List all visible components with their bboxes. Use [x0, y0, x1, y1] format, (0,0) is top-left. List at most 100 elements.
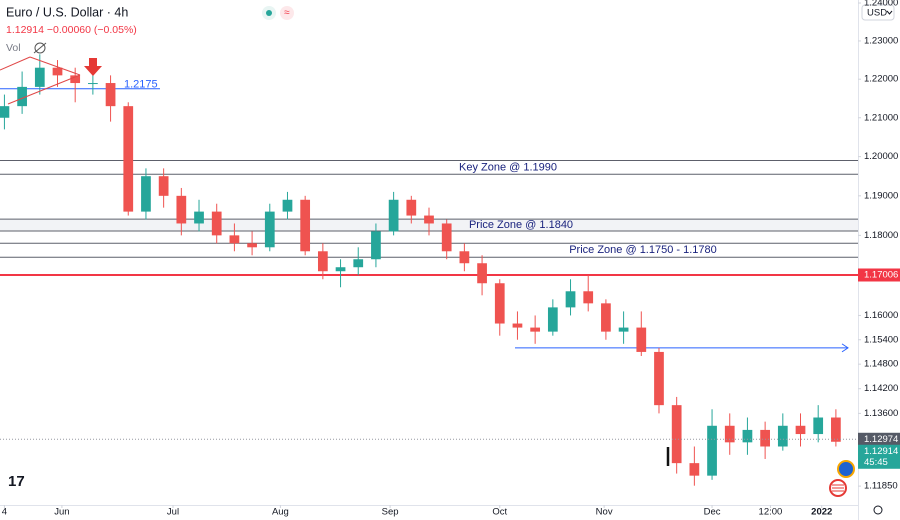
- x-tick-label: 12:00: [759, 507, 783, 518]
- replay-icon: [280, 6, 294, 20]
- candle-body: [654, 351, 664, 406]
- candle-body: [211, 211, 222, 236]
- candle-body: [724, 425, 735, 443]
- candle-body: [441, 223, 452, 252]
- candle-body: [406, 199, 417, 216]
- candle-body: [0, 106, 10, 118]
- candle-body: [813, 417, 824, 435]
- candle-body: [282, 199, 293, 212]
- candle-body: [70, 75, 81, 84]
- candle-body: [105, 83, 116, 107]
- candle-body: [760, 429, 770, 447]
- x-tick-label: Jun: [54, 507, 69, 518]
- candle-body: [795, 425, 806, 435]
- x-tick-label: 4: [2, 507, 7, 518]
- candle-body: [371, 231, 381, 260]
- candle-body: [777, 425, 788, 447]
- candle-body: [123, 106, 134, 212]
- candle-body: [494, 283, 505, 324]
- x-tick-label: Sep: [382, 507, 399, 518]
- x-tick-label: Jul: [167, 507, 179, 518]
- candle-body: [88, 83, 98, 85]
- zone-label: Price Zone @ 1.1840: [469, 219, 573, 231]
- flag-stripes: [832, 484, 844, 492]
- candle-body: [388, 199, 399, 232]
- plot-area: Key Zone @ 1.1990 Price Zone @ 1.1840 Pric…: [0, 54, 858, 486]
- currency-selector[interactable]: [861, 4, 895, 21]
- level-label: 1.2175: [124, 79, 158, 91]
- candle-body: [671, 405, 682, 464]
- y-tick-label: 1.18000: [864, 230, 898, 241]
- y-tick-label: 1.15400: [864, 334, 898, 345]
- y-tick-label: 1.11850: [864, 481, 898, 492]
- zone-label: Key Zone @ 1.1990: [459, 161, 557, 173]
- candle-body: [158, 176, 169, 196]
- event-icon[interactable]: [837, 460, 855, 478]
- candle-body: [353, 259, 364, 268]
- y-tick-label: 1.20000: [864, 151, 898, 162]
- y-tick-label: 1.14200: [864, 383, 898, 394]
- x-tick-label: Aug: [272, 507, 289, 518]
- countdown: 45:45: [864, 457, 888, 468]
- candle-body: [742, 429, 753, 443]
- y-tick-label: 1.14800: [864, 359, 898, 370]
- candle-body: [459, 251, 470, 264]
- hide-icon[interactable]: [33, 42, 47, 54]
- candle-body: [194, 211, 204, 224]
- volume-label: Vol: [6, 42, 21, 54]
- price-label-bg: [858, 268, 900, 282]
- price-change: 1.12914 −0.00060 (−0.05%): [6, 24, 137, 36]
- candle-body: [601, 303, 611, 332]
- candle-body: [141, 176, 151, 212]
- price-label: 1.17006: [864, 270, 898, 281]
- y-tick-label: 1.21000: [864, 112, 898, 123]
- candle-body: [477, 263, 487, 284]
- candle-body: [300, 199, 311, 252]
- chart-title: Euro / U.S. Dollar · 4h: [6, 5, 128, 19]
- candle-body: [530, 327, 541, 332]
- candle-body: [707, 425, 717, 476]
- settings-icon[interactable]: [873, 505, 883, 515]
- y-tick-label: 1.24000: [864, 0, 898, 9]
- price-label-bg: [858, 444, 900, 469]
- candle-body: [512, 323, 523, 328]
- currency-label: USD: [867, 8, 887, 19]
- zone-label: Price Zone @ 1.1750 - 1.1780: [569, 244, 717, 256]
- dropdown-caret: [886, 10, 893, 15]
- candle-body: [229, 235, 240, 244]
- x-tick-label: Oct: [492, 507, 507, 518]
- x-tick-label: Dec: [704, 507, 721, 518]
- candle-body: [547, 307, 558, 332]
- candle-body: [565, 291, 576, 308]
- logo: 17: [8, 473, 25, 490]
- arrow-head: [841, 343, 849, 353]
- candle-body: [689, 463, 700, 476]
- price-label: 1.12974: [864, 434, 898, 445]
- candle-body: [636, 327, 647, 352]
- status-dot: [266, 10, 272, 16]
- price-label-bg: [858, 432, 900, 446]
- candle-body: [17, 86, 27, 107]
- candle-body: [831, 417, 841, 442]
- y-tick-label: 1.13600: [864, 408, 898, 419]
- y-tick-label: 1.16000: [864, 310, 898, 321]
- candle-body: [52, 67, 63, 76]
- y-tick-label: 1.22000: [864, 74, 898, 85]
- candle-body: [247, 243, 257, 248]
- candle-body: [317, 251, 328, 272]
- candle-body: [618, 327, 629, 332]
- y-tick-label: 1.23000: [864, 35, 898, 46]
- candle-body: [335, 267, 346, 272]
- x-tick-label: Nov: [596, 507, 613, 518]
- pattern-drawing: [0, 56, 102, 105]
- candle-body: [264, 211, 275, 248]
- candle-body: [34, 67, 45, 87]
- candle-body: [583, 291, 594, 304]
- y-tick-label: 1.19000: [864, 190, 898, 201]
- candle-body: [176, 195, 187, 224]
- price-label: 1.12914: [864, 446, 898, 457]
- replay-symbol: ≈: [284, 8, 290, 19]
- candle-body: [424, 215, 434, 224]
- x-tick-label: 2022: [811, 507, 832, 518]
